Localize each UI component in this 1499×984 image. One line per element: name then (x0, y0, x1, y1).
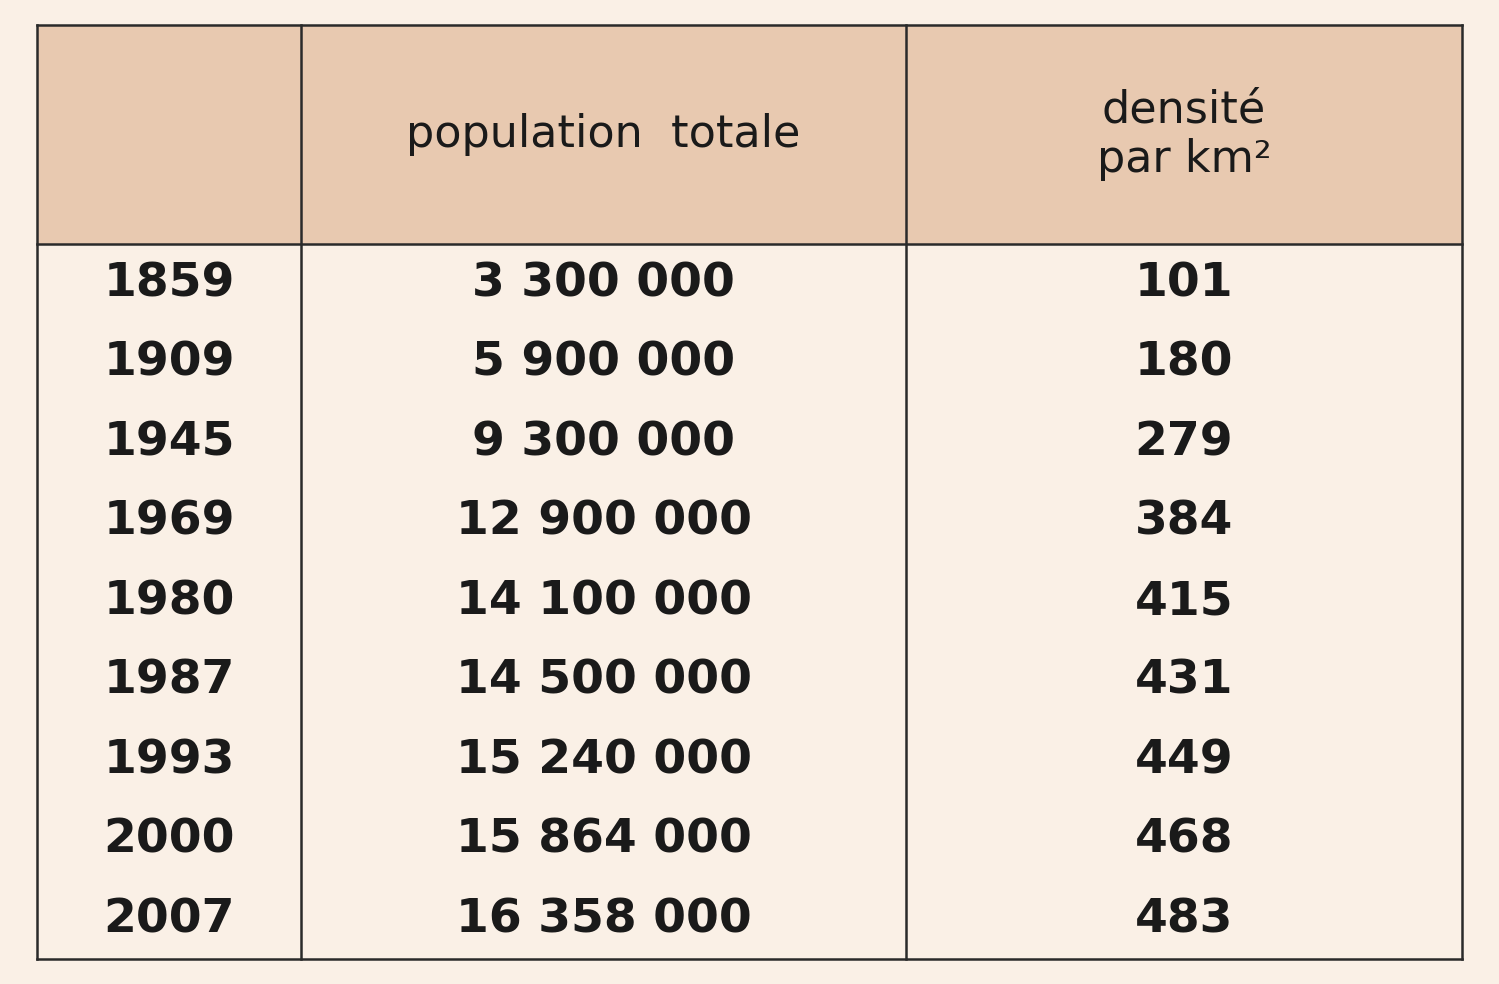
Text: 449: 449 (1135, 738, 1234, 783)
Text: 1987: 1987 (103, 659, 235, 704)
Text: 2000: 2000 (103, 818, 235, 863)
Text: 1993: 1993 (103, 738, 235, 783)
Text: densité
par km²: densité par km² (1097, 88, 1271, 181)
Text: 1859: 1859 (103, 262, 235, 306)
Text: 2007: 2007 (103, 897, 235, 942)
Text: 1980: 1980 (103, 580, 235, 624)
Text: 468: 468 (1135, 818, 1234, 863)
Text: 5 900 000: 5 900 000 (472, 341, 735, 386)
Text: 1945: 1945 (103, 420, 235, 465)
Text: 483: 483 (1135, 897, 1234, 942)
Text: 3 300 000: 3 300 000 (472, 262, 735, 306)
Text: 180: 180 (1135, 341, 1234, 386)
Text: 384: 384 (1135, 500, 1234, 545)
Bar (37, 244, 1462, 959)
Text: 431: 431 (1135, 659, 1234, 704)
Text: 14 500 000: 14 500 000 (456, 659, 751, 704)
Text: 279: 279 (1135, 420, 1234, 465)
Text: 15 240 000: 15 240 000 (456, 738, 751, 783)
Text: 15 864 000: 15 864 000 (456, 818, 751, 863)
Text: 12 900 000: 12 900 000 (456, 500, 751, 545)
Text: population  totale: population totale (406, 113, 800, 155)
Text: 16 358 000: 16 358 000 (456, 897, 751, 942)
Text: 9 300 000: 9 300 000 (472, 420, 735, 465)
Text: 14 100 000: 14 100 000 (456, 580, 751, 624)
Text: 1969: 1969 (103, 500, 235, 545)
Text: 415: 415 (1135, 580, 1234, 624)
Text: 101: 101 (1135, 262, 1234, 306)
Text: 1909: 1909 (103, 341, 235, 386)
Bar (37, 25, 1462, 244)
